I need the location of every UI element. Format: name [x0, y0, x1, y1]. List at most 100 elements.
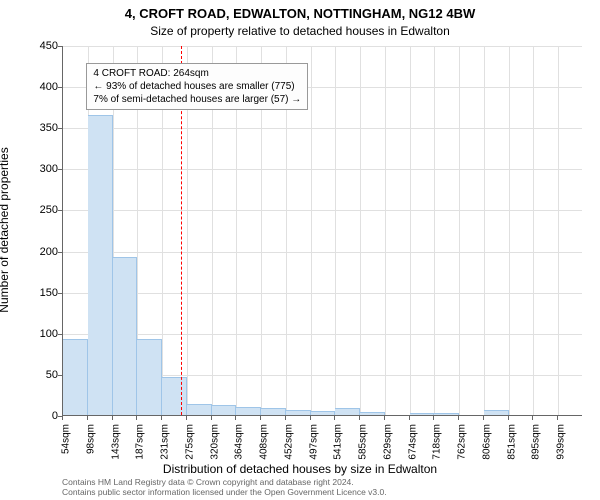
- xtick-mark: [62, 416, 63, 420]
- gridline-v: [410, 46, 411, 415]
- xtick-label: 364sqm: [234, 424, 245, 460]
- histogram-bar: [63, 339, 88, 415]
- annotation-line: 4 CROFT ROAD: 264sqm: [93, 67, 301, 80]
- xtick-mark: [186, 416, 187, 420]
- xtick-label: 851sqm: [506, 424, 517, 460]
- property-size-chart: 4, CROFT ROAD, EDWALTON, NOTTINGHAM, NG1…: [0, 0, 600, 500]
- xtick-label: 541sqm: [333, 424, 344, 460]
- xtick-label: 762sqm: [457, 424, 468, 460]
- histogram-bar: [484, 410, 509, 415]
- xtick-mark: [384, 416, 385, 420]
- copyright-line: Contains public sector information licen…: [62, 488, 387, 498]
- xtick-mark: [136, 416, 137, 420]
- xtick-label: 629sqm: [382, 424, 393, 460]
- histogram-bar: [113, 257, 138, 415]
- ytick-mark: [58, 293, 62, 294]
- ytick-label: 150: [8, 287, 58, 299]
- xtick-label: 275sqm: [184, 424, 195, 460]
- gridline-v: [558, 46, 559, 415]
- xtick-mark: [87, 416, 88, 420]
- xtick-label: 231sqm: [160, 424, 171, 460]
- gridline-h: [63, 210, 582, 211]
- xtick-label: 452sqm: [283, 424, 294, 460]
- plot-area: 4 CROFT ROAD: 264sqm← 93% of detached ho…: [62, 46, 582, 416]
- xtick-label: 320sqm: [209, 424, 220, 460]
- ytick-label: 200: [8, 246, 58, 258]
- histogram-bar: [88, 115, 113, 415]
- chart-title: 4, CROFT ROAD, EDWALTON, NOTTINGHAM, NG1…: [0, 6, 600, 21]
- xtick-mark: [433, 416, 434, 420]
- x-axis-label: Distribution of detached houses by size …: [0, 462, 600, 476]
- histogram-bar: [187, 404, 212, 416]
- histogram-bar: [137, 339, 162, 415]
- xtick-label: 497sqm: [308, 424, 319, 460]
- xtick-label: 585sqm: [358, 424, 369, 460]
- ytick-label: 50: [8, 369, 58, 381]
- annotation-line: ← 93% of detached houses are smaller (77…: [93, 80, 301, 93]
- ytick-mark: [58, 334, 62, 335]
- xtick-mark: [334, 416, 335, 420]
- ytick-mark: [58, 87, 62, 88]
- ytick-mark: [58, 169, 62, 170]
- xtick-mark: [557, 416, 558, 420]
- gridline-v: [311, 46, 312, 415]
- histogram-bar: [162, 377, 187, 415]
- histogram-bar: [286, 410, 311, 415]
- gridline-h: [63, 334, 582, 335]
- ytick-label: 300: [8, 163, 58, 175]
- xtick-label: 187sqm: [135, 424, 146, 460]
- ytick-label: 250: [8, 204, 58, 216]
- xtick-mark: [359, 416, 360, 420]
- gridline-h: [63, 128, 582, 129]
- histogram-bar: [434, 413, 459, 415]
- xtick-label: 895sqm: [531, 424, 542, 460]
- xtick-mark: [211, 416, 212, 420]
- ytick-label: 350: [8, 122, 58, 134]
- gridline-h: [63, 169, 582, 170]
- xtick-mark: [260, 416, 261, 420]
- xtick-mark: [508, 416, 509, 420]
- xtick-label: 718sqm: [432, 424, 443, 460]
- annotation-line: 7% of semi-detached houses are larger (5…: [93, 93, 301, 106]
- annotation-box: 4 CROFT ROAD: 264sqm← 93% of detached ho…: [86, 63, 308, 110]
- xtick-mark: [112, 416, 113, 420]
- gridline-v: [484, 46, 485, 415]
- gridline-v: [360, 46, 361, 415]
- xtick-label: 939sqm: [556, 424, 567, 460]
- gridline-v: [533, 46, 534, 415]
- xtick-mark: [532, 416, 533, 420]
- gridline-v: [385, 46, 386, 415]
- xtick-label: 408sqm: [259, 424, 270, 460]
- gridline-v: [509, 46, 510, 415]
- histogram-bar: [360, 412, 385, 415]
- xtick-mark: [161, 416, 162, 420]
- ytick-mark: [58, 210, 62, 211]
- xtick-mark: [235, 416, 236, 420]
- xtick-mark: [458, 416, 459, 420]
- histogram-bar: [311, 411, 336, 415]
- ytick-mark: [58, 128, 62, 129]
- xtick-mark: [285, 416, 286, 420]
- histogram-bar: [335, 408, 360, 415]
- ytick-label: 450: [8, 40, 58, 52]
- xtick-mark: [310, 416, 311, 420]
- ytick-label: 100: [8, 328, 58, 340]
- xtick-label: 674sqm: [407, 424, 418, 460]
- histogram-bar: [410, 413, 435, 415]
- xtick-label: 806sqm: [481, 424, 492, 460]
- gridline-h: [63, 46, 582, 47]
- ytick-mark: [58, 252, 62, 253]
- ytick-label: 0: [8, 410, 58, 422]
- gridline-h: [63, 293, 582, 294]
- xtick-label: 98sqm: [85, 424, 96, 454]
- ytick-mark: [58, 46, 62, 47]
- xtick-label: 54sqm: [61, 424, 72, 454]
- ytick-label: 400: [8, 81, 58, 93]
- ytick-mark: [58, 375, 62, 376]
- xtick-label: 143sqm: [110, 424, 121, 460]
- chart-subtitle: Size of property relative to detached ho…: [0, 24, 600, 38]
- histogram-bar: [261, 408, 286, 415]
- histogram-bar: [236, 407, 261, 415]
- xtick-mark: [409, 416, 410, 420]
- copyright-text: Contains HM Land Registry data © Crown c…: [62, 478, 387, 498]
